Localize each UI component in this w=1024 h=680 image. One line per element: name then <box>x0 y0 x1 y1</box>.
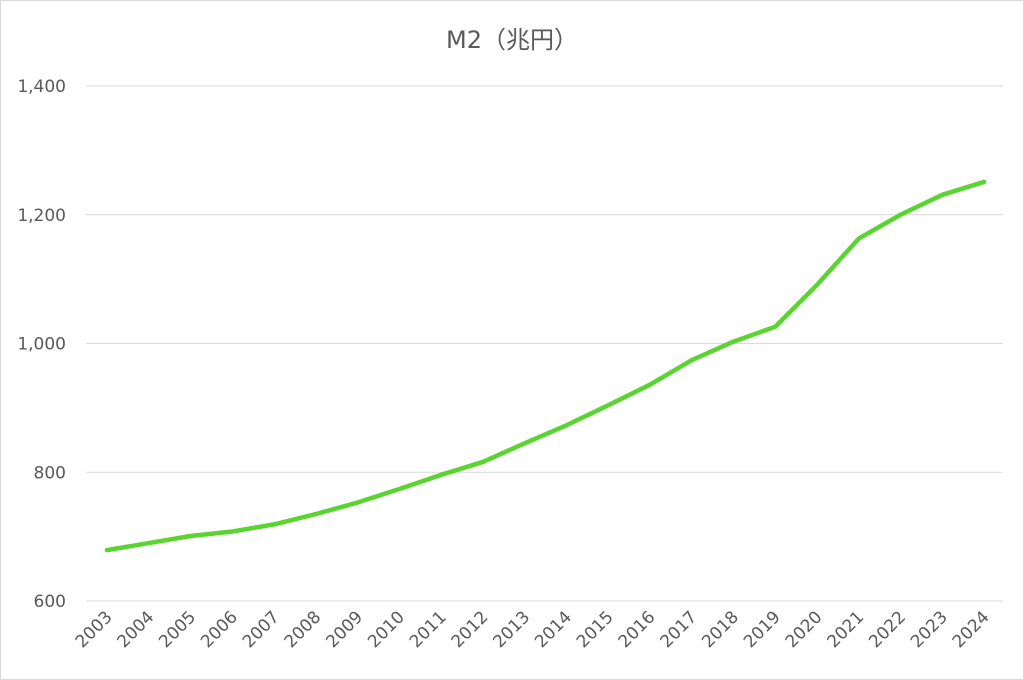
x-tick-label: 2008 <box>281 607 326 652</box>
x-tick-label: 2004 <box>114 607 159 652</box>
x-tick-label: 2018 <box>698 607 743 652</box>
x-tick-label: 2024 <box>949 607 994 652</box>
x-tick-label: 2011 <box>406 607 451 652</box>
y-tick-label: 1,200 <box>17 206 66 226</box>
x-tick-label: 2012 <box>448 607 493 652</box>
y-tick-label: 600 <box>34 592 66 612</box>
x-tick-label: 2019 <box>740 607 785 652</box>
series-line <box>104 179 987 553</box>
x-tick-label: 2003 <box>72 607 117 652</box>
y-tick-label: 1,400 <box>17 77 66 97</box>
x-tick-label: 2022 <box>865 607 910 652</box>
x-tick-label: 2017 <box>656 607 701 652</box>
x-tick-label: 2009 <box>322 607 367 652</box>
x-tick-label: 2020 <box>782 607 827 652</box>
y-tick-label: 1,000 <box>17 335 66 355</box>
x-tick-label: 2014 <box>531 607 576 652</box>
x-tick-label: 2021 <box>824 607 869 652</box>
x-tick-label: 2016 <box>615 607 660 652</box>
chart-title: M2（兆円） <box>446 26 578 54</box>
x-tick-label: 2013 <box>489 607 534 652</box>
x-tick-label: 2006 <box>197 607 242 652</box>
x-tick-label: 2015 <box>573 607 618 652</box>
x-tick-label: 2023 <box>907 607 952 652</box>
x-tick-label: 2007 <box>239 607 284 652</box>
x-tick-label: 2005 <box>155 607 200 652</box>
x-tick-label: 2010 <box>364 607 409 652</box>
y-tick-label: 800 <box>34 463 66 483</box>
